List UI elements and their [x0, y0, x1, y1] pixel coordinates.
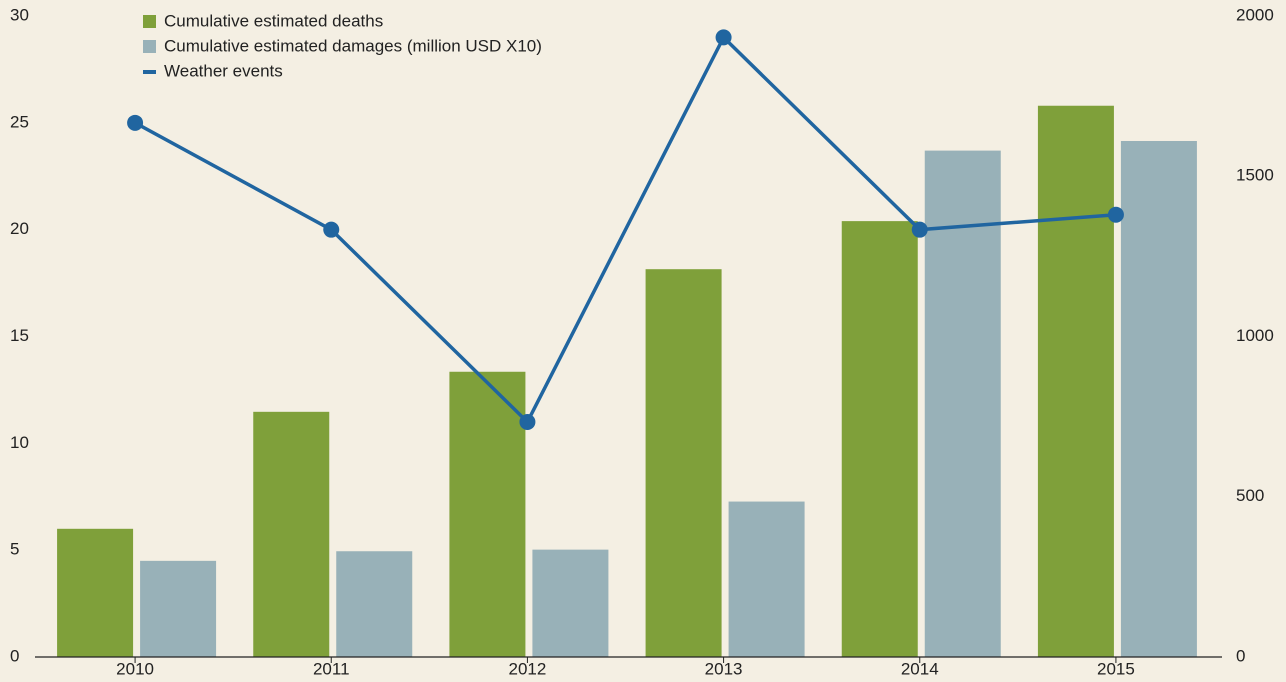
marker: [323, 221, 340, 238]
x-tick-label: 2010: [116, 659, 154, 678]
legend-label: Weather events: [164, 61, 283, 80]
y2-tick-label: 0: [1236, 646, 1245, 665]
bar: [1120, 140, 1197, 657]
bar: [449, 371, 526, 657]
y-tick-label: 25: [10, 112, 29, 131]
bar: [728, 501, 805, 657]
y-tick-label: 5: [10, 540, 19, 559]
bar: [336, 551, 413, 657]
legend-swatch: [143, 40, 156, 53]
legend-swatch: [143, 70, 156, 74]
bar: [645, 269, 722, 657]
bar: [140, 560, 217, 657]
marker: [911, 221, 928, 238]
y-tick-label: 0: [10, 646, 19, 665]
marker: [519, 413, 536, 430]
bar: [841, 221, 918, 657]
y2-tick-label: 500: [1236, 486, 1264, 505]
bar: [1037, 105, 1114, 658]
y-tick-label: 30: [10, 5, 29, 24]
x-tick-label: 2012: [509, 659, 547, 678]
x-tick-label: 2013: [705, 659, 743, 678]
legend-label: Cumulative estimated damages (million US…: [164, 36, 542, 55]
marker: [1107, 206, 1124, 223]
marker: [127, 114, 144, 131]
y2-tick-label: 1500: [1236, 166, 1274, 185]
y-tick-label: 10: [10, 433, 29, 452]
bar: [57, 528, 134, 657]
y2-tick-label: 2000: [1236, 5, 1274, 24]
legend-swatch: [143, 15, 156, 28]
y-tick-label: 20: [10, 219, 29, 238]
x-tick-label: 2011: [313, 659, 350, 678]
bar: [924, 150, 1001, 658]
bar: [253, 411, 330, 657]
bar: [532, 549, 609, 657]
line: [134, 34, 1117, 425]
x-tick-label: 2014: [901, 659, 939, 678]
y-tick-label: 15: [10, 326, 29, 345]
legend-label: Cumulative estimated deaths: [164, 11, 383, 30]
marker: [715, 29, 732, 46]
x-tick-label: 2015: [1097, 659, 1135, 678]
y2-tick-label: 1000: [1236, 326, 1274, 345]
